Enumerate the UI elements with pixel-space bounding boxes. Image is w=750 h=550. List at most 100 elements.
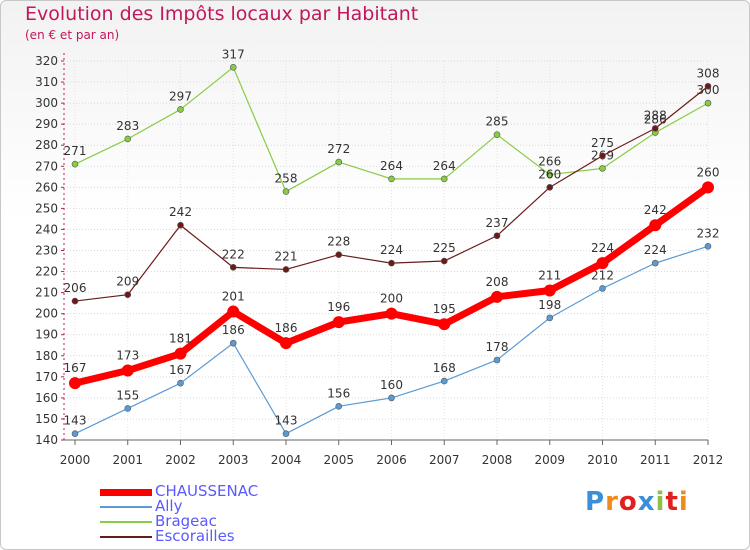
legend-label: CHAUSSENAC [155,482,259,500]
data-label: 200 [380,292,403,306]
data-point [704,242,712,250]
x-tick-label: 2009 [534,453,565,467]
data-point [599,165,606,172]
y-tick-label: 160 [35,391,58,405]
data-point [227,305,240,318]
series-ally: 143 155 167 186 143 156 160 168 178 198 212 224 232 [64,226,719,437]
data-point [546,314,554,322]
data-label: 271 [64,144,87,158]
data-point [546,184,554,191]
legend-swatch [100,536,152,538]
data-label: 242 [169,205,192,219]
legend-swatch [100,506,152,508]
x-tick-label: 2006 [376,453,407,467]
y-tick-label: 140 [35,433,58,447]
data-label: 264 [380,159,403,173]
logo-letter: o [618,487,638,517]
series-escorailles: 206 209 242 222 221 228 224 225 237 260 275 288 308 [64,66,719,305]
data-label: 155 [116,388,139,402]
data-point [440,377,448,385]
x-tick-label: 2005 [323,453,354,467]
y-tick-label: 290 [35,117,58,131]
logo-letter: i [655,487,666,517]
data-point [282,266,290,273]
data-point [491,290,503,303]
data-point [280,337,292,350]
data-point [229,264,237,271]
data-point [385,307,398,320]
x-tick-label: 2012 [693,453,724,467]
data-point [543,284,556,297]
data-point [71,160,79,168]
y-tick-label: 240 [35,222,58,236]
data-point [335,158,343,166]
data-label: 288 [644,108,667,122]
data-label: 242 [644,203,667,217]
data-point [596,257,609,270]
data-point [69,377,81,390]
logo-letter: P [585,487,606,517]
data-point [124,135,132,143]
legend-label: Escorailles [155,527,235,545]
data-label: 224 [644,243,667,257]
chart-series: 2712832973172582722642642852662692863002… [64,47,720,437]
y-tick-label: 270 [35,159,58,173]
x-tick-label: 2000 [60,453,91,467]
logo-letter: t [665,487,679,517]
data-label: 211 [538,269,561,283]
data-point [704,99,712,107]
data-label: 160 [380,378,403,392]
data-label: 258 [275,172,298,186]
y-tick-label: 280 [35,138,58,152]
data-point [438,318,451,331]
y-tick-label: 310 [35,75,58,89]
data-label: 228 [327,235,350,249]
data-point [335,251,343,259]
data-label: 260 [697,165,720,179]
data-label: 285 [486,115,509,129]
chart-subtitle: (en € et par an) [25,28,120,42]
data-point [702,181,714,194]
data-point [124,291,132,299]
data-point [493,131,501,138]
data-label: 208 [486,275,509,289]
x-tick-label: 2007 [429,453,460,467]
data-point [332,316,345,329]
data-label: 260 [538,167,561,181]
y-tick-label: 220 [35,265,58,279]
legend-swatch [100,488,152,496]
data-label: 283 [116,119,139,133]
data-point [177,221,184,229]
data-label: 224 [591,241,614,255]
data-label: 297 [169,89,192,103]
data-point [71,297,79,305]
chart-axes: 1401501601701801902002102202302402502602… [35,53,723,467]
data-point [71,430,79,437]
legend-label: Ally [155,497,183,515]
data-point [282,430,290,437]
logo-letter: x [637,487,656,517]
data-label: 221 [275,249,298,263]
data-label: 186 [275,321,298,335]
y-tick-label: 250 [35,201,58,215]
data-point [651,125,659,132]
data-label: 206 [64,281,87,295]
y-tick-label: 210 [35,286,58,300]
data-label: 266 [538,155,561,169]
data-label: 195 [433,302,456,316]
logo-letter: i [678,487,689,517]
x-tick-label: 2010 [587,453,618,467]
x-tick-label: 2011 [640,453,671,467]
data-point [335,403,343,410]
series-chaussenac: 167 173 181 201 186 196 200 195 208 211 224 242 260 [64,165,720,390]
y-tick-label: 170 [35,370,58,384]
series-brageac: 271283297317258272264264285266269286300 [64,47,719,195]
y-tick-label: 190 [35,328,58,342]
x-tick-label: 2003 [218,453,249,467]
data-point [651,259,659,267]
data-point [388,394,395,402]
data-label: 178 [486,340,509,354]
data-label: 209 [116,275,139,289]
data-label: 212 [591,268,614,282]
chart-title: Evolution des Impôts locaux par Habitant [25,3,419,25]
